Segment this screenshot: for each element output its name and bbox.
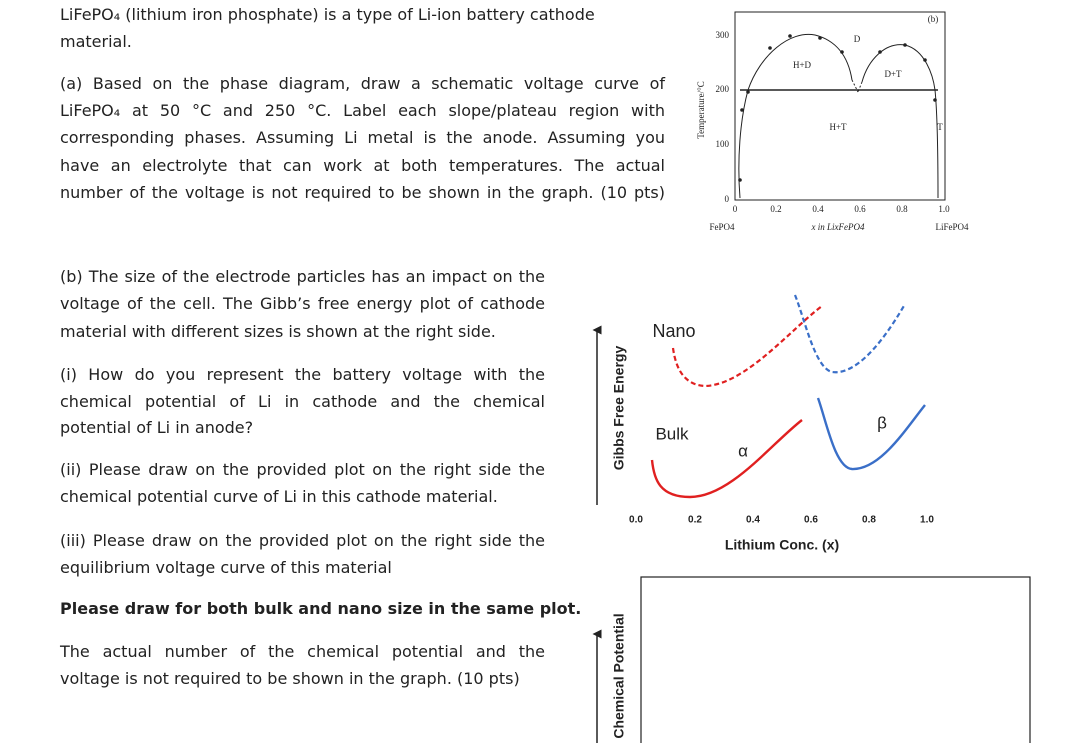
text-line: chemical potential of Li in cathode and …	[60, 392, 545, 411]
axes-frame	[734, 11, 946, 201]
potential-plot: Chemical Potential	[592, 576, 1031, 743]
x-tick-label: 0.4	[746, 515, 760, 526]
text-line: (a) Based on the phase diagram, draw a s…	[60, 74, 665, 93]
curve-label: Bulk	[655, 424, 689, 443]
bulk-alpha-curve	[650, 419, 803, 499]
y-tick-label: 100	[716, 139, 730, 149]
text-line: material with different sizes is shown a…	[60, 322, 496, 341]
text-line: voltage of the cell. The Gibb’s free ene…	[60, 294, 545, 313]
x-tick-label: 0.8	[896, 204, 908, 214]
panel-label: (b)	[928, 14, 939, 24]
region-label: D	[854, 34, 861, 44]
end-label: LiFePO4	[935, 222, 969, 232]
bulk-beta-curve	[816, 397, 926, 471]
text-line: The actual number of the chemical potent…	[60, 642, 545, 661]
text-line: chemical potential curve of Li in this c…	[60, 487, 498, 506]
blank-plot-box	[640, 576, 1031, 743]
phase-boundary	[738, 33, 853, 199]
bold-note: Please draw for both bulk and nano size …	[60, 599, 582, 618]
region-label: T	[937, 122, 943, 132]
phase-diagram: (b) Temperature/°C 0 100 200 300 0 0.2 0…	[696, 11, 969, 232]
x-tick-label: 0.0	[629, 515, 643, 526]
gibbs-plot: Gibbs Free Energy 0.0 0.2 0.4 0.6 0.8 1.…	[592, 294, 934, 553]
phase-boundary	[851, 79, 863, 93]
x-tick-label: 1.0	[938, 204, 950, 214]
text-line: LiFePO₄ (lithium iron phosphate) is a ty…	[60, 5, 595, 24]
text-line: corresponding phases. Assuming Li metal …	[60, 128, 665, 147]
x-tick-label: 1.0	[920, 515, 934, 526]
data-points	[738, 34, 937, 182]
x-tick-label: 0.6	[854, 204, 866, 214]
y-tick-label: 300	[716, 30, 730, 40]
end-label: FePO4	[709, 222, 735, 232]
text-line: LiFePO₄ at 50 °C and 250 °C. Label each …	[60, 101, 665, 120]
text-line: material.	[60, 32, 132, 51]
text-line: number of the voltage is not required to…	[60, 183, 665, 202]
x-axis-label: Lithium Conc. (x)	[725, 537, 839, 553]
region-label: H+T	[829, 122, 847, 132]
x-tick-label: 0	[733, 204, 738, 214]
nano-alpha-curve	[671, 305, 823, 388]
region-label: D+T	[884, 69, 902, 79]
nano-beta-curve	[793, 294, 906, 374]
y-axis-label: Temperature/°C	[696, 81, 706, 138]
phase-label: β	[877, 413, 887, 432]
phase-boundary	[861, 44, 939, 199]
x-axis-label: x in LixFePO4	[811, 222, 865, 232]
x-tick-label: 0.4	[812, 204, 824, 214]
text-line: (b) The size of the electrode particles …	[60, 267, 545, 286]
text-line: voltage is not required to be shown in t…	[60, 669, 520, 688]
x-tick-label: 0.6	[804, 515, 818, 526]
curve-label: Nano	[652, 321, 695, 341]
x-tick-label: 0.8	[862, 515, 876, 526]
y-axis-label: Gibbs Free Energy	[611, 346, 627, 471]
text-line: have an electrolyte that can work at bot…	[60, 156, 665, 175]
x-tick-label: 0.2	[688, 515, 702, 526]
region-label: H+D	[793, 60, 812, 70]
x-tick-label: 0.2	[770, 204, 781, 214]
y-tick-label: 0	[725, 194, 730, 204]
y-tick-label: 200	[716, 84, 730, 94]
text-line: (ii) Please draw on the provided plot on…	[60, 460, 545, 479]
text-line: equilibrium voltage curve of this materi…	[60, 558, 392, 577]
phase-label: α	[738, 441, 748, 460]
text-line: (iii) Please draw on the provided plot o…	[60, 531, 545, 550]
text-line: (i) How do you represent the battery vol…	[60, 365, 545, 384]
text-line: potential of Li in anode?	[60, 418, 254, 437]
y-axis-label: Chemical Potential	[611, 613, 627, 738]
